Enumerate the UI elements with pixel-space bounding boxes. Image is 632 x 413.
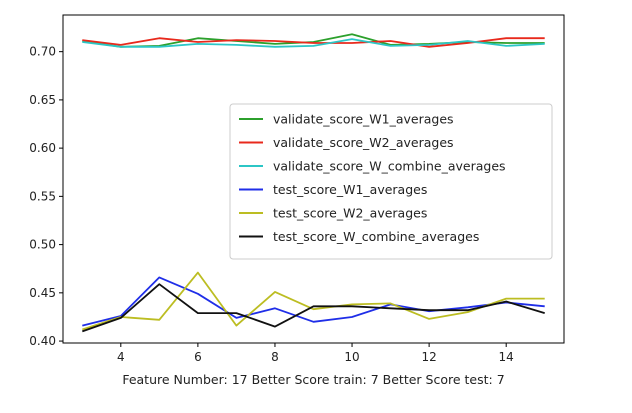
series-layer [82,33,545,333]
series-line-validate-score-W2-averages [82,37,545,48]
y-tick-label: 0.70 [29,45,56,59]
x-tick-label: 12 [421,350,436,364]
legend: validate_score_W1_averages validate_score… [229,103,553,260]
y-axis: 0.40 0.45 0.50 0.55 0.60 0.65 0.70 [29,45,63,348]
y-tick-label: 0.65 [29,93,56,107]
legend-entry-label: test_score_W_combine_averages [273,229,479,244]
x-tick-label: 4 [117,350,125,364]
x-tick-label: 8 [271,350,279,364]
x-tick-label: 14 [499,350,514,364]
series-line-test-score-W1-averages [82,276,545,327]
y-tick-label: 0.40 [29,334,56,348]
x-axis-label: Feature Number: 17 Better Score train: 7… [122,372,504,387]
series-line-test-score-W-combine-averages [82,283,545,333]
plot-frame [62,14,565,344]
x-tick-label: 6 [194,350,202,364]
x-axis: 4 6 8 10 12 14 [117,343,514,364]
series-line-validate-score-W1-averages [82,33,545,48]
series-line-test-score-W2-averages [82,271,545,331]
y-tick-label: 0.60 [29,141,56,155]
legend-entry-label: validate_score_W1_averages [273,112,454,127]
legend-entry-label: test_score_W1_averages [273,182,427,197]
series-line-validate-score-W-combine-averages [82,38,545,48]
x-tick-label: 10 [344,350,359,364]
legend-entry-label: validate_score_W2_averages [273,135,454,150]
legend-entry-label: validate_score_W_combine_averages [273,159,506,174]
legend-box [229,103,553,260]
y-tick-label: 0.45 [29,286,56,300]
y-tick-label: 0.55 [29,189,56,203]
legend-entry-label: test_score_W2_averages [273,206,427,221]
y-tick-label: 0.50 [29,238,56,252]
